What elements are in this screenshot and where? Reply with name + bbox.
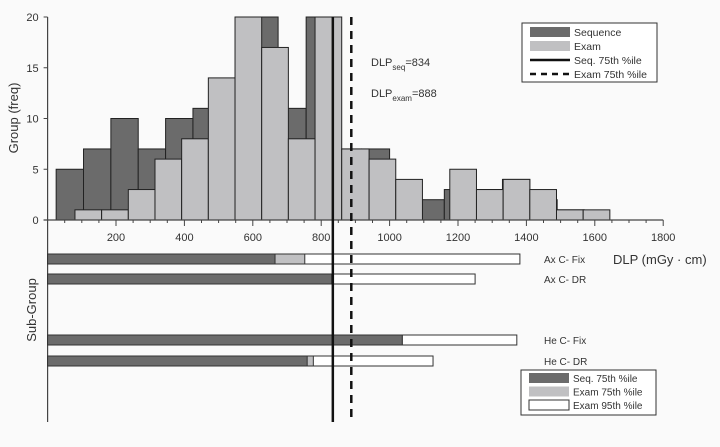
dlp-annotation: DLPexam=888	[371, 88, 437, 103]
legend-label: Seq. 75th %ile	[573, 374, 638, 385]
exam-bar	[234, 16, 263, 221]
exam-bar	[368, 158, 397, 221]
exam-bar	[529, 189, 557, 221]
exam-bar	[181, 138, 209, 221]
legend-label: Exam	[574, 41, 601, 53]
x-tick-label: 1800	[651, 232, 675, 244]
legend-label: Seq. 75th %ile	[574, 55, 642, 67]
y-axis-label-subgroup: Sub-Group	[24, 278, 39, 342]
y-tick-label: 20	[26, 12, 38, 24]
y-tick-label: 5	[32, 164, 38, 176]
legend-label: Exam 75th %ile	[573, 388, 643, 399]
y-tick-label: 15	[26, 63, 38, 75]
exam-bar	[475, 189, 504, 221]
x-tick-label: 1600	[583, 232, 607, 244]
reference-lines	[331, 17, 353, 422]
exam-bar	[555, 209, 584, 221]
x-tick-label: 600	[244, 232, 262, 244]
exam-bar	[341, 148, 370, 221]
exam-bar	[207, 77, 236, 221]
subgroup-bar-seq75	[47, 273, 333, 285]
sequence-bar	[55, 168, 85, 221]
x-axis-label: DLP (mGy · cm)	[613, 252, 707, 267]
exam-bar	[449, 168, 477, 221]
legend-swatch	[529, 373, 569, 383]
subgroup-label: Ax C- DR	[544, 275, 586, 286]
exam-bar	[101, 209, 129, 221]
x-tick-label: 1200	[446, 232, 470, 244]
legend-swatch	[528, 399, 570, 411]
exam-bar	[314, 16, 343, 221]
legend-label: Exam 75th %ile	[574, 69, 647, 81]
exam-bar	[287, 138, 316, 221]
x-tick-label: 400	[175, 232, 193, 244]
subgroup-label: He C- Fix	[544, 336, 586, 347]
y-tick-label: 0	[32, 215, 38, 227]
legend-label: Exam 95th %ile	[573, 401, 643, 412]
exam-bar	[74, 209, 103, 221]
exam-bar	[395, 178, 423, 221]
exam-bar	[154, 158, 183, 221]
x-tick-label: 800	[312, 232, 330, 244]
subgroup-bar-seq75	[47, 355, 308, 367]
exam-bar	[582, 209, 611, 221]
subgroup-label: He C- DR	[544, 357, 587, 368]
exam-bar	[127, 189, 156, 221]
subgroup-label: Ax C- Fix	[544, 255, 585, 266]
exam-bar	[261, 46, 289, 221]
x-tick-label: 200	[107, 232, 125, 244]
dlp-annotation: DLPseq=834	[371, 57, 430, 72]
legend-swatch	[530, 41, 570, 51]
legend-swatch	[529, 386, 569, 397]
subgroup-bar-seq75	[47, 253, 276, 265]
histogram-panel: 0 5 10 15 20 200 400 600 800 1000 1200 1400 1600 1800…	[26, 12, 675, 422]
y-axis-label-group: Group (freq)	[6, 83, 21, 154]
sequence-bar	[83, 148, 112, 221]
exam-bar	[502, 178, 531, 221]
subgroup-panel: Ax C- Fix Ax C- DR He C- Fix He C- DR Seq. 7…	[47, 253, 657, 416]
subgroup-bar-seq75	[47, 334, 403, 346]
x-tick-label: 1000	[377, 232, 401, 244]
x-tick-label: 1400	[514, 232, 538, 244]
y-tick-label: 10	[26, 114, 38, 126]
legend-swatch	[530, 27, 570, 37]
legend-label: Sequence	[574, 27, 621, 39]
